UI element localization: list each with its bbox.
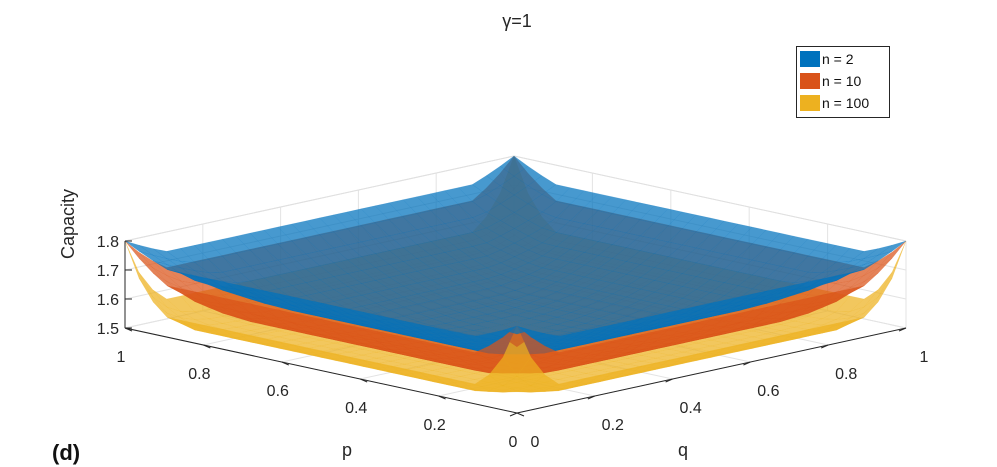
q-tick <box>821 344 829 349</box>
legend-label-n10: n = 10 <box>822 73 862 89</box>
legend-swatch-n2 <box>800 51 820 67</box>
z-tick-label: 1.5 <box>97 321 119 338</box>
legend-swatch-n10 <box>800 73 820 89</box>
q-axis-line <box>516 327 907 414</box>
chart-title: γ=1 <box>502 11 532 31</box>
axis-lines <box>124 241 907 414</box>
p-tick <box>516 412 525 417</box>
p-axis-line <box>124 327 518 414</box>
q-tick-label: 0.4 <box>679 400 701 417</box>
q-tick <box>898 327 907 332</box>
tick-labels: 0 0.2 0.4 0.6 0.8 1 0 0.2 0.4 0.6 0.8 1 1.5 1.6 1.7 1.8 <box>97 234 929 451</box>
capacity-axis-title: Capacity <box>58 189 78 259</box>
legend-item-n100: n = 100 <box>797 92 889 114</box>
q-tick <box>665 378 673 383</box>
p-tick-label: 0.8 <box>188 366 210 383</box>
q-tick <box>587 395 595 400</box>
q-tick <box>743 361 751 366</box>
q-tick <box>509 412 518 417</box>
z-tick-label: 1.6 <box>97 292 119 309</box>
legend-item-n2: n = 2 <box>797 48 889 70</box>
legend-label-n100: n = 100 <box>822 95 870 111</box>
q-tick-label: 1 <box>920 349 929 366</box>
legend-label-n2: n = 2 <box>822 51 854 67</box>
q-tick-label: 0.8 <box>835 366 857 383</box>
q-tick-label: 0.6 <box>757 383 779 400</box>
legend: n = 2 n = 10 n = 100 <box>796 46 890 118</box>
p-tick <box>360 378 368 383</box>
p-tick-label: 0.2 <box>423 417 445 434</box>
q-tick-label: 0 <box>531 434 540 451</box>
p-tick <box>203 344 211 349</box>
p-tick-label: 1 <box>117 349 126 366</box>
p-tick-label: 0.6 <box>267 383 289 400</box>
p-tick-label: 0 <box>509 434 518 451</box>
z-tick-label: 1.7 <box>97 263 119 280</box>
p-tick <box>281 361 289 366</box>
q-axis-title: q <box>678 440 688 460</box>
q-tick-label: 0.2 <box>602 417 624 434</box>
p-axis-title: p <box>342 440 352 460</box>
z-tick-label: 1.8 <box>97 234 119 251</box>
legend-swatch-n100 <box>800 95 820 111</box>
p-tick <box>438 395 446 400</box>
legend-item-n10: n = 10 <box>797 70 889 92</box>
p-tick-label: 0.4 <box>345 400 367 417</box>
panel-label: (d) <box>52 440 81 465</box>
surfaces <box>124 155 907 393</box>
